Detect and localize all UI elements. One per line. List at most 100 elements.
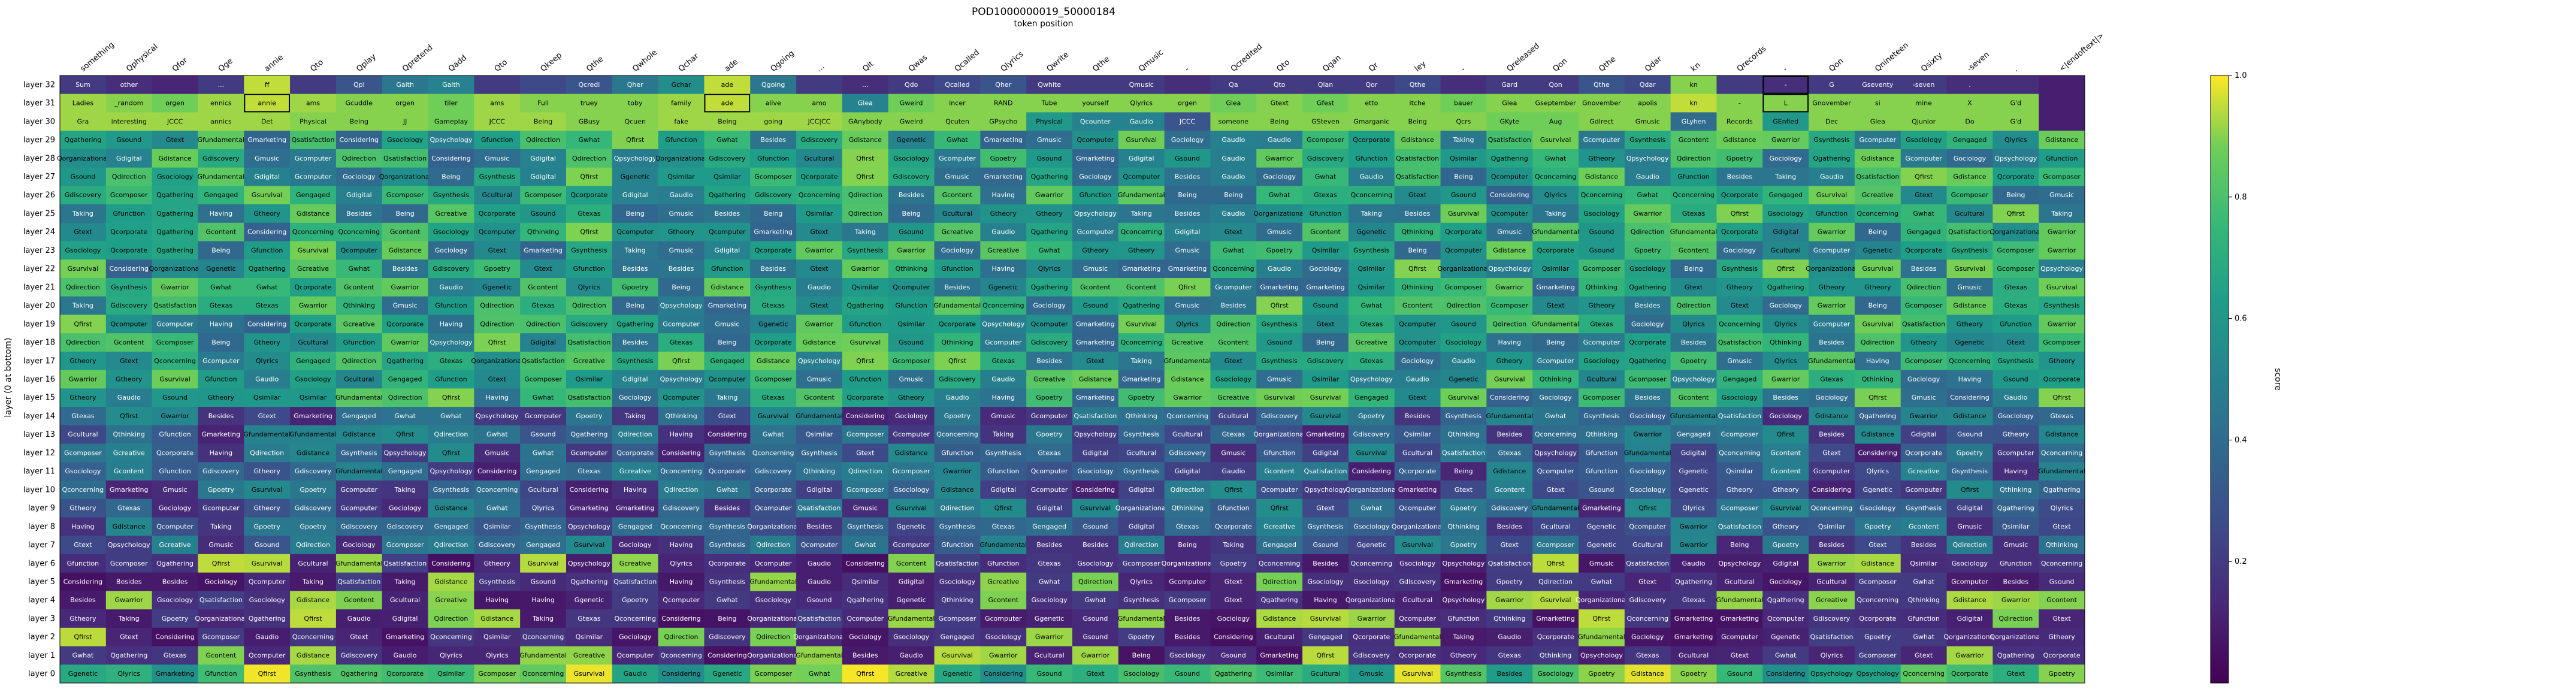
cell-label: Qcorporate <box>2043 651 2081 659</box>
cell-label: Qorganizational <box>471 357 523 365</box>
heatmap-cell <box>335 241 383 260</box>
cell-label: Gdistance <box>297 651 329 659</box>
cell-label: Gcontent <box>390 228 421 236</box>
heatmap-cell <box>1993 167 2039 186</box>
heatmap-cell <box>105 112 153 131</box>
cell-label: Gcreative <box>1356 339 1387 346</box>
cell-label: Qconcerning <box>660 651 702 659</box>
cell-label: Gcultural <box>1219 412 1248 420</box>
cell-label: Gdiscovery <box>295 504 332 512</box>
cell-label: Gmusic <box>1175 246 1200 254</box>
cell-label: Gtexas <box>1590 320 1613 328</box>
cell-label: Qpsychology <box>1304 486 1347 494</box>
cell-label: Gwarrior <box>1357 615 1386 623</box>
cell-label: Gociology <box>1954 155 1987 162</box>
cell-label: Besides <box>1221 302 1247 310</box>
cell-label: Qorganizational <box>1253 210 1305 217</box>
heatmap-cell <box>1118 112 1165 131</box>
cell-label: Gdistance <box>941 486 973 494</box>
cell-label: Gengaged <box>1907 228 1941 236</box>
cell-label: Gcultural <box>1771 246 1801 254</box>
heatmap-cell <box>842 131 889 150</box>
heatmap-cell <box>60 222 107 241</box>
heatmap-cell <box>244 93 291 113</box>
heatmap-cell <box>1440 112 1487 131</box>
cell-label: Gsurvival <box>1494 376 1525 383</box>
cell-label: Gtext <box>2007 670 2025 678</box>
heatmap-cell <box>105 149 153 168</box>
heatmap-cell <box>335 222 383 241</box>
heatmap-cell <box>1900 204 1947 223</box>
cell-label: Gsociology <box>1629 265 1666 273</box>
cell-label: Qcorporate <box>386 320 424 328</box>
heatmap-cell <box>1118 186 1165 205</box>
cell-label: Qsimilar <box>1542 265 1570 273</box>
x-tick-label: kn <box>1689 61 1703 74</box>
cell-label: Gtext <box>258 412 277 420</box>
cell-label: Gcreative <box>159 541 191 549</box>
cell-label: Gwarrior <box>391 339 419 346</box>
cell-label: Qdirection <box>296 541 330 549</box>
cell-label: Gsound <box>1175 670 1200 678</box>
heatmap-cell <box>1624 131 1671 150</box>
cell-label: Qconcerning <box>660 467 702 475</box>
cell-label: Qthinking <box>2000 486 2031 494</box>
cell-label: Gsociology <box>1077 467 1114 475</box>
cell-label: Gfundamental <box>335 394 383 401</box>
cell-label: Gfest <box>1317 99 1335 107</box>
heatmap-cell <box>1900 112 1947 131</box>
cell-label: Gcreative <box>573 357 605 365</box>
cell-label: Qfirst <box>1271 504 1289 512</box>
cell-label: Qcomputer <box>1399 504 1436 512</box>
heatmap-cell <box>474 186 521 205</box>
cell-label: Gdistance <box>1861 155 1894 162</box>
cell-label: Gtext <box>488 246 507 254</box>
cell-label: annics <box>210 117 232 125</box>
cell-label: Gsurvival <box>1264 394 1295 401</box>
cell-label: Gcontent <box>344 283 374 291</box>
cell-label: Gdigital <box>116 155 142 162</box>
cell-label: Qfirst <box>1915 173 1933 181</box>
cell-label: Gwhat <box>1637 191 1658 199</box>
cell-label: Gaudio <box>624 670 647 678</box>
cell-label: Gcomputer <box>1031 412 1068 420</box>
heatmap-cell <box>612 149 659 168</box>
cell-label: Gdiscovery <box>1307 357 1344 365</box>
cell-label: Gsurvival <box>1356 449 1387 457</box>
heatmap-cell <box>335 259 383 279</box>
cell-label: Gtexas <box>1498 651 1522 659</box>
cell-label: Considering <box>247 228 286 236</box>
heatmap-cell <box>1579 93 1625 113</box>
heatmap-cell <box>1946 204 1993 223</box>
y-tick-label: layer 21 <box>23 283 55 292</box>
cell-label: Taking <box>1452 136 1474 144</box>
cell-label: Gaudio <box>394 651 417 659</box>
cell-label: Ggenetic <box>206 265 235 273</box>
cell-label: Gfundamental <box>1670 228 1718 236</box>
heatmap-cell <box>60 149 107 168</box>
heatmap-cell <box>1302 149 1349 168</box>
heatmap-cell <box>1118 75 1165 95</box>
cell-label: Qor <box>1365 81 1377 89</box>
cell-label: Gpoetry <box>1957 449 1984 457</box>
heatmap-cell <box>566 186 613 205</box>
cell-label: Gcultural <box>1172 431 1202 439</box>
cell-label: Besides <box>1819 339 1845 346</box>
cell-label: Having <box>2004 467 2027 475</box>
cell-label: Gwhat <box>1591 578 1613 586</box>
cell-label: Gtheory <box>1588 302 1615 310</box>
cell-label: Gtexas <box>1636 651 1659 659</box>
cell-label: Gsurvival <box>1863 320 1894 328</box>
cell-label: Qthinking <box>1126 412 1157 420</box>
cell-label: Gwarrior <box>805 320 834 328</box>
heatmap-cell <box>335 204 383 223</box>
heatmap-cell <box>750 112 797 131</box>
heatmap-cell <box>198 149 244 168</box>
cell-label: Qcorporate <box>755 246 792 254</box>
cell-label: Gcomposer <box>846 486 884 494</box>
cell-label: L <box>1784 99 1788 107</box>
cell-label: ennics <box>210 99 232 107</box>
cell-label: Gwarrior <box>1634 431 1662 439</box>
cell-label: Qconcerning <box>338 228 380 236</box>
heatmap-cell <box>335 112 383 131</box>
